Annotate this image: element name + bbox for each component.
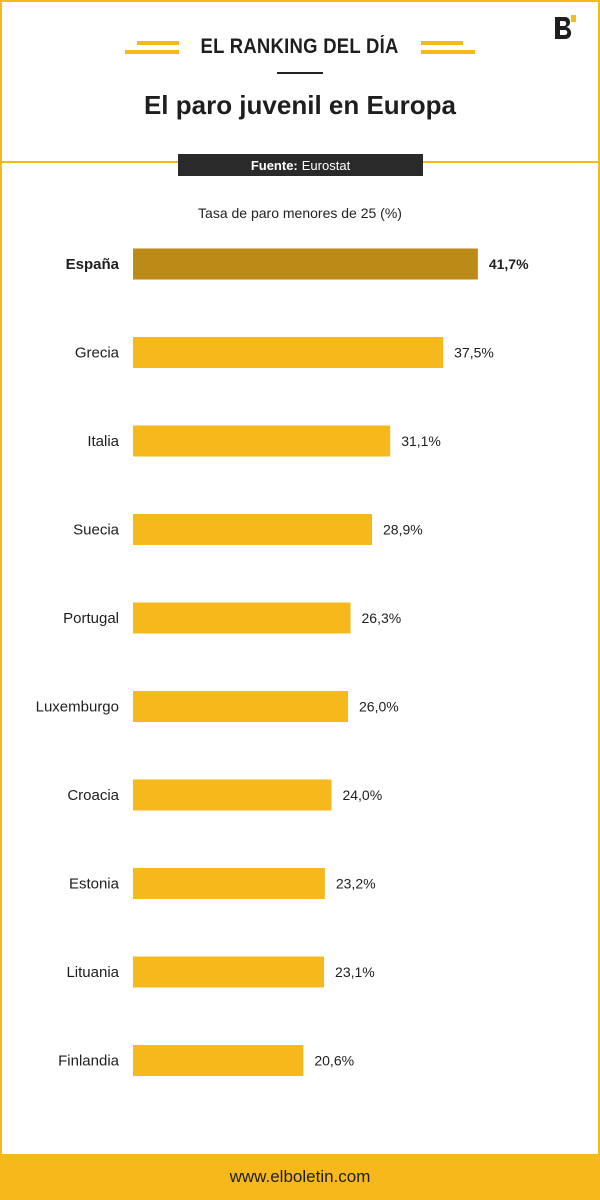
bar-finlandia: [133, 1045, 304, 1076]
bar-chart: España 41,7% Grecia 37,5% Italia 31,1% Suecia 2…: [36, 248, 529, 1076]
value-label-lituania: 23,1%: [335, 964, 375, 980]
bar-portugal: [133, 602, 351, 634]
value-label-estonia: 23,2%: [336, 876, 376, 892]
category-label-grecia: Grecia: [75, 345, 120, 362]
category-label-finlandia: Finlandia: [58, 1053, 120, 1070]
stripe: [137, 40, 180, 45]
category-label-lituania: Lituania: [66, 964, 119, 981]
category-label-croacia: Croacia: [67, 787, 119, 804]
bar-grecia: [133, 337, 444, 368]
stripe: [125, 49, 180, 54]
category-label-portugal: Portugal: [63, 610, 119, 627]
category-label-estonia: Estonia: [69, 876, 120, 893]
elboletin-logo-icon: [555, 15, 576, 39]
bar-luxemburgo: [133, 691, 349, 722]
bar-croacia: [133, 779, 332, 811]
value-label-portugal: 26,3%: [362, 610, 402, 626]
value-label-croacia: 24,0%: [342, 787, 382, 803]
value-label-italia: 31,1%: [401, 433, 441, 449]
page-title: El paro juvenil en Europa: [143, 90, 457, 120]
footer: www.elboletin.com: [0, 1154, 600, 1200]
value-label-espana: 41,7%: [489, 256, 529, 272]
chart-title: Tasa de paro menores de 25 (%): [198, 205, 402, 221]
source-label: Fuente:: [250, 157, 298, 173]
ranking-kicker: EL RANKING DEL DÍA: [0, 30, 600, 64]
value-label-grecia: 37,5%: [454, 345, 494, 361]
stripe: [420, 40, 463, 45]
stripe: [420, 49, 475, 54]
kicker-stripes-right: [420, 40, 475, 54]
value-label-suecia: 28,9%: [383, 522, 423, 538]
category-label-italia: Italia: [87, 433, 119, 450]
bar-italia: [133, 425, 391, 457]
value-label-finlandia: 20,6%: [314, 1053, 354, 1069]
category-label-luxemburgo: Luxemburgo: [36, 699, 119, 716]
bar-lituania: [133, 956, 325, 988]
category-label-suecia: Suecia: [73, 522, 120, 539]
bar-suecia: [133, 514, 373, 545]
value-label-luxemburgo: 26,0%: [359, 699, 399, 715]
title-rule: [277, 72, 323, 74]
kicker-text: EL RANKING DEL DÍA: [200, 35, 400, 58]
bar-estonia: [133, 868, 325, 899]
category-label-espana: España: [66, 256, 120, 273]
source-badge: Fuente: Eurostat: [178, 154, 423, 176]
bar-espana: [133, 248, 478, 280]
source-value: Eurostat: [301, 157, 351, 173]
kicker-stripes-left: [125, 40, 180, 54]
footer-url[interactable]: www.elboletin.com: [229, 1167, 371, 1186]
